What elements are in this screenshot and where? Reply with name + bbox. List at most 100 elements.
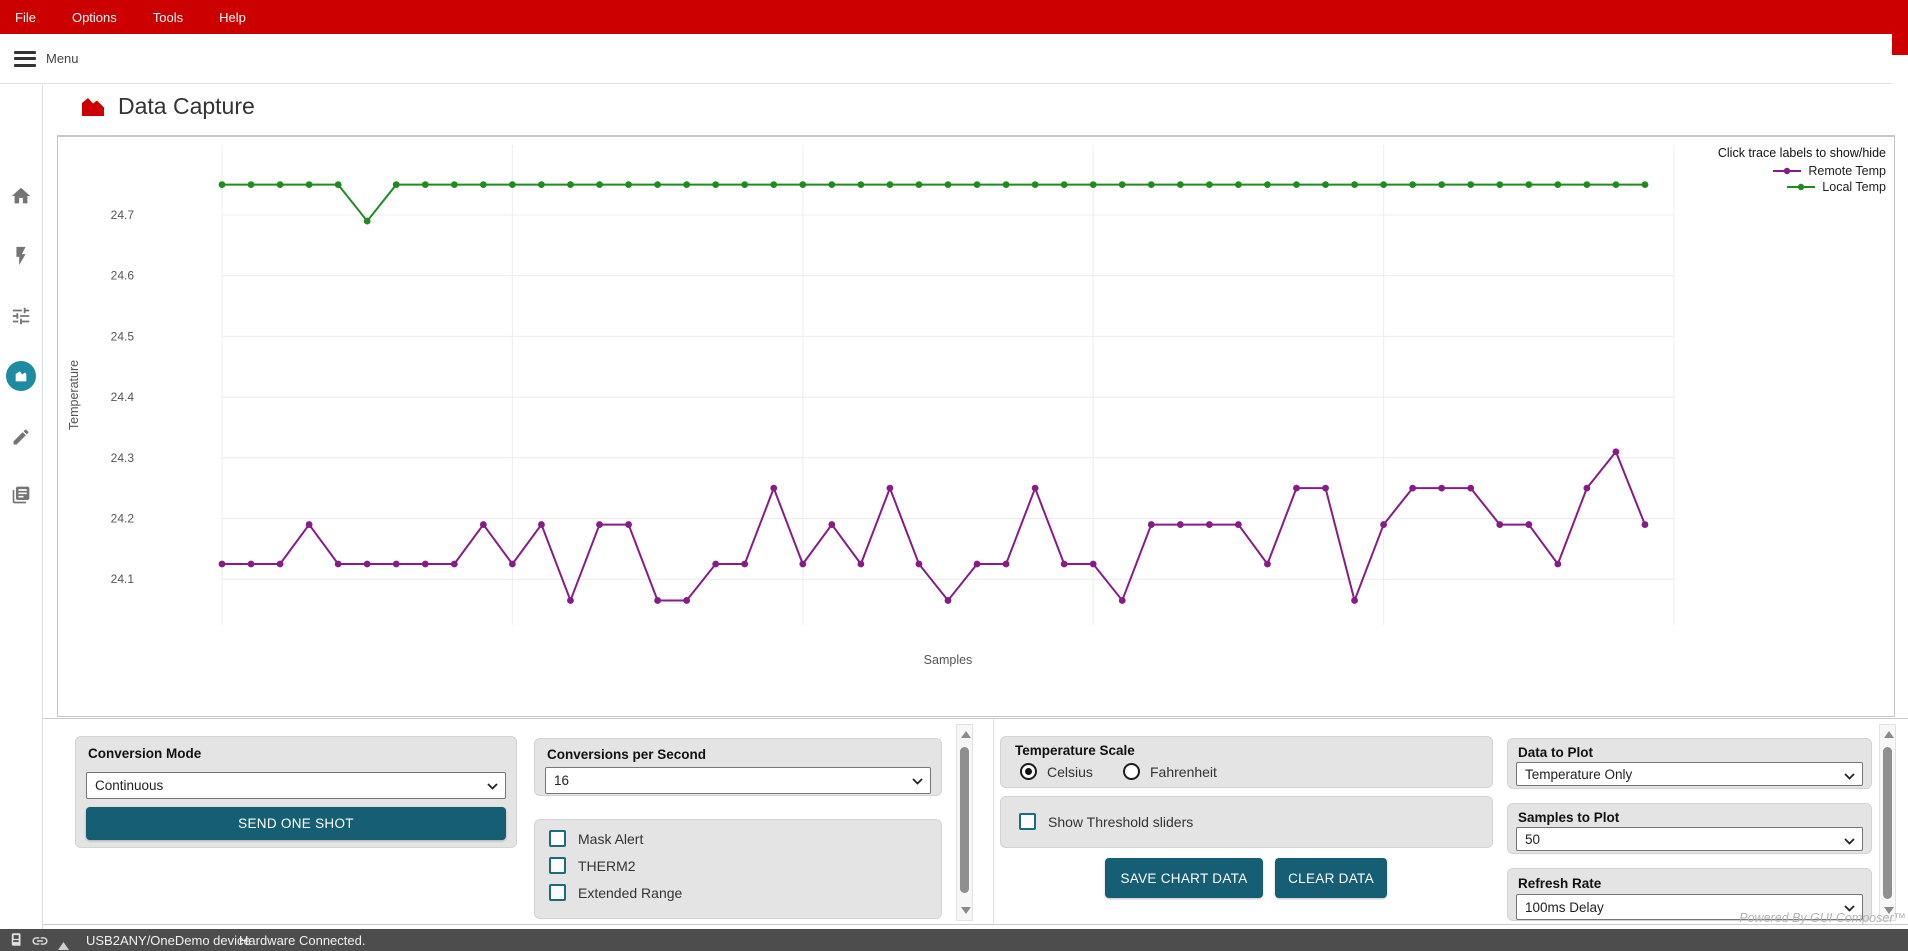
svg-text:24.4: 24.4 (111, 390, 135, 404)
refresh-rate-label: Refresh Rate (1518, 876, 1602, 891)
section-divider (993, 719, 994, 924)
svg-text:24.5: 24.5 (111, 329, 135, 343)
scrollbar-thumb[interactable] (960, 747, 969, 893)
fahrenheit-radio[interactable] (1123, 763, 1140, 780)
menu-toolbar-label: Menu (46, 51, 79, 66)
data-to-plot-panel: Data to Plot Temperature Only (1507, 738, 1872, 789)
threshold-sliders-panel: Show Threshold sliders (1000, 796, 1493, 848)
right-section-scrollbar[interactable] (1879, 724, 1896, 921)
page-title: Data Capture (118, 93, 255, 119)
remote-temp-swatch (1773, 167, 1802, 175)
legend-note: Click trace labels to show/hide (1717, 146, 1886, 160)
sidebar-item-registers[interactable] (0, 245, 42, 267)
temperature-chart: 24.1 24.2 24.3 24.4 24.5 24.6 24.7 Temperature S… (67, 145, 1675, 667)
conversions-per-second-panel: Conversions per Second 16 (534, 738, 942, 796)
link-icon[interactable] (31, 934, 49, 951)
svg-text:Samples: Samples (924, 653, 973, 667)
local-temp-swatch (1787, 183, 1816, 191)
fahrenheit-option: Fahrenheit (1123, 763, 1217, 780)
chevron-down-icon (1844, 838, 1855, 845)
scroll-down-arrow-icon[interactable] (961, 907, 971, 914)
sidebar-item-settings[interactable] (0, 305, 42, 327)
legend-item-remote-temp[interactable]: Remote Temp (1718, 163, 1886, 179)
temperature-scale-panel: Temperature Scale Celsius Fahrenheit (1000, 736, 1493, 788)
chevron-down-icon (1844, 905, 1855, 912)
therm2-label: THERM2 (578, 857, 636, 874)
save-chart-data-button[interactable]: SAVE CHART DATA (1105, 858, 1263, 898)
legend-item-local-temp[interactable]: Local Temp (1718, 179, 1886, 195)
conversions-per-second-value: 16 (554, 773, 570, 788)
therm2-checkbox[interactable] (549, 857, 566, 874)
sidebar-item-log[interactable] (0, 485, 42, 505)
scroll-up-arrow-icon[interactable] (1884, 731, 1894, 738)
sidebar (0, 85, 43, 929)
conversion-mode-panel: Conversion Mode Continuous SEND ONE SHOT (75, 736, 517, 848)
mask-alert-checkbox[interactable] (549, 830, 566, 847)
refresh-rate-select[interactable]: 100ms Delay (1516, 894, 1863, 920)
statusbar: USB2ANY/OneDemo device Hardware Connecte… (0, 929, 1908, 951)
conversion-mode-value: Continuous (95, 778, 164, 793)
svg-text:24.7: 24.7 (111, 208, 135, 222)
data-to-plot-label: Data to Plot (1518, 745, 1594, 760)
gui-composer-watermark: Powered By GUI Composer™ (1739, 911, 1906, 925)
samples-to-plot-label: Samples to Plot (1518, 810, 1620, 825)
scrollbar-thumb[interactable] (1883, 747, 1892, 899)
scroll-up-arrow-icon[interactable] (961, 731, 971, 738)
menu-item-tools[interactable]: Tools (152, 9, 184, 25)
mask-alert-row: Mask Alert (549, 830, 643, 847)
sidebar-item-edit[interactable] (0, 427, 42, 447)
sidebar-item-data-capture[interactable] (0, 361, 42, 391)
sidebar-item-home[interactable] (0, 185, 42, 207)
flash-icon (10, 245, 32, 267)
data-to-plot-value: Temperature Only (1525, 766, 1633, 782)
temperature-scale-label: Temperature Scale (1015, 743, 1135, 758)
menubar: File Options Tools Help (0, 0, 1908, 34)
home-icon (10, 185, 32, 207)
chart-panel: 24.1 24.2 24.3 24.4 24.5 24.6 24.7 Temperature S… (57, 135, 1895, 717)
left-section-scrollbar[interactable] (956, 724, 973, 921)
hamburger-icon[interactable] (14, 50, 36, 67)
menu-item-file[interactable]: File (15, 9, 36, 25)
data-to-plot-select[interactable]: Temperature Only (1516, 762, 1863, 786)
celsius-label: Celsius (1047, 763, 1093, 780)
conversions-per-second-select[interactable]: 16 (545, 767, 931, 794)
clear-data-button[interactable]: CLEAR DATA (1275, 858, 1387, 898)
extended-range-checkbox[interactable] (549, 884, 566, 901)
log-icon (11, 485, 31, 505)
samples-to-plot-value: 50 (1525, 831, 1541, 847)
scroll-down-arrow-icon[interactable] (1884, 907, 1894, 914)
samples-to-plot-select[interactable]: 50 (1516, 827, 1863, 851)
collapse-up-icon[interactable] (58, 937, 69, 951)
device-name: USB2ANY/OneDemo device (86, 933, 251, 948)
chevron-down-icon (912, 778, 923, 785)
chevron-down-icon (487, 783, 498, 790)
send-one-shot-button[interactable]: SEND ONE SHOT (86, 807, 506, 840)
svg-text:Temperature: Temperature (67, 360, 81, 430)
menu-item-help[interactable]: Help (219, 9, 246, 25)
celsius-radio[interactable] (1020, 763, 1037, 780)
alert-options-panel: Mask Alert THERM2 Extended Range (534, 819, 942, 919)
controls-section: Conversion Mode Continuous SEND ONE SHOT… (43, 718, 1908, 925)
extended-range-label: Extended Range (578, 884, 683, 901)
refresh-rate-panel: Refresh Rate 100ms Delay (1507, 868, 1872, 921)
menu-toolbar: Menu (0, 34, 1892, 84)
mask-alert-label: Mask Alert (578, 830, 644, 847)
chevron-down-icon (1844, 773, 1855, 780)
edit-icon (11, 427, 31, 447)
connection-status: Hardware Connected. (239, 933, 366, 948)
log-book-icon[interactable] (8, 932, 23, 951)
tune-icon (10, 305, 32, 327)
data-capture-icon (80, 95, 106, 119)
therm2-row: THERM2 (549, 857, 636, 874)
svg-text:24.1: 24.1 (111, 572, 135, 586)
samples-to-plot-panel: Samples to Plot 50 (1507, 803, 1872, 854)
conversion-mode-select[interactable]: Continuous (86, 772, 506, 799)
conversions-per-second-label: Conversions per Second (547, 747, 707, 762)
legend-label: Local Temp (1822, 180, 1886, 194)
show-threshold-label: Show Threshold sliders (1048, 813, 1194, 830)
conversion-mode-label: Conversion Mode (88, 746, 202, 761)
menu-item-options[interactable]: Options (71, 9, 117, 25)
svg-text:24.6: 24.6 (111, 269, 135, 283)
show-threshold-checkbox[interactable] (1019, 813, 1036, 830)
